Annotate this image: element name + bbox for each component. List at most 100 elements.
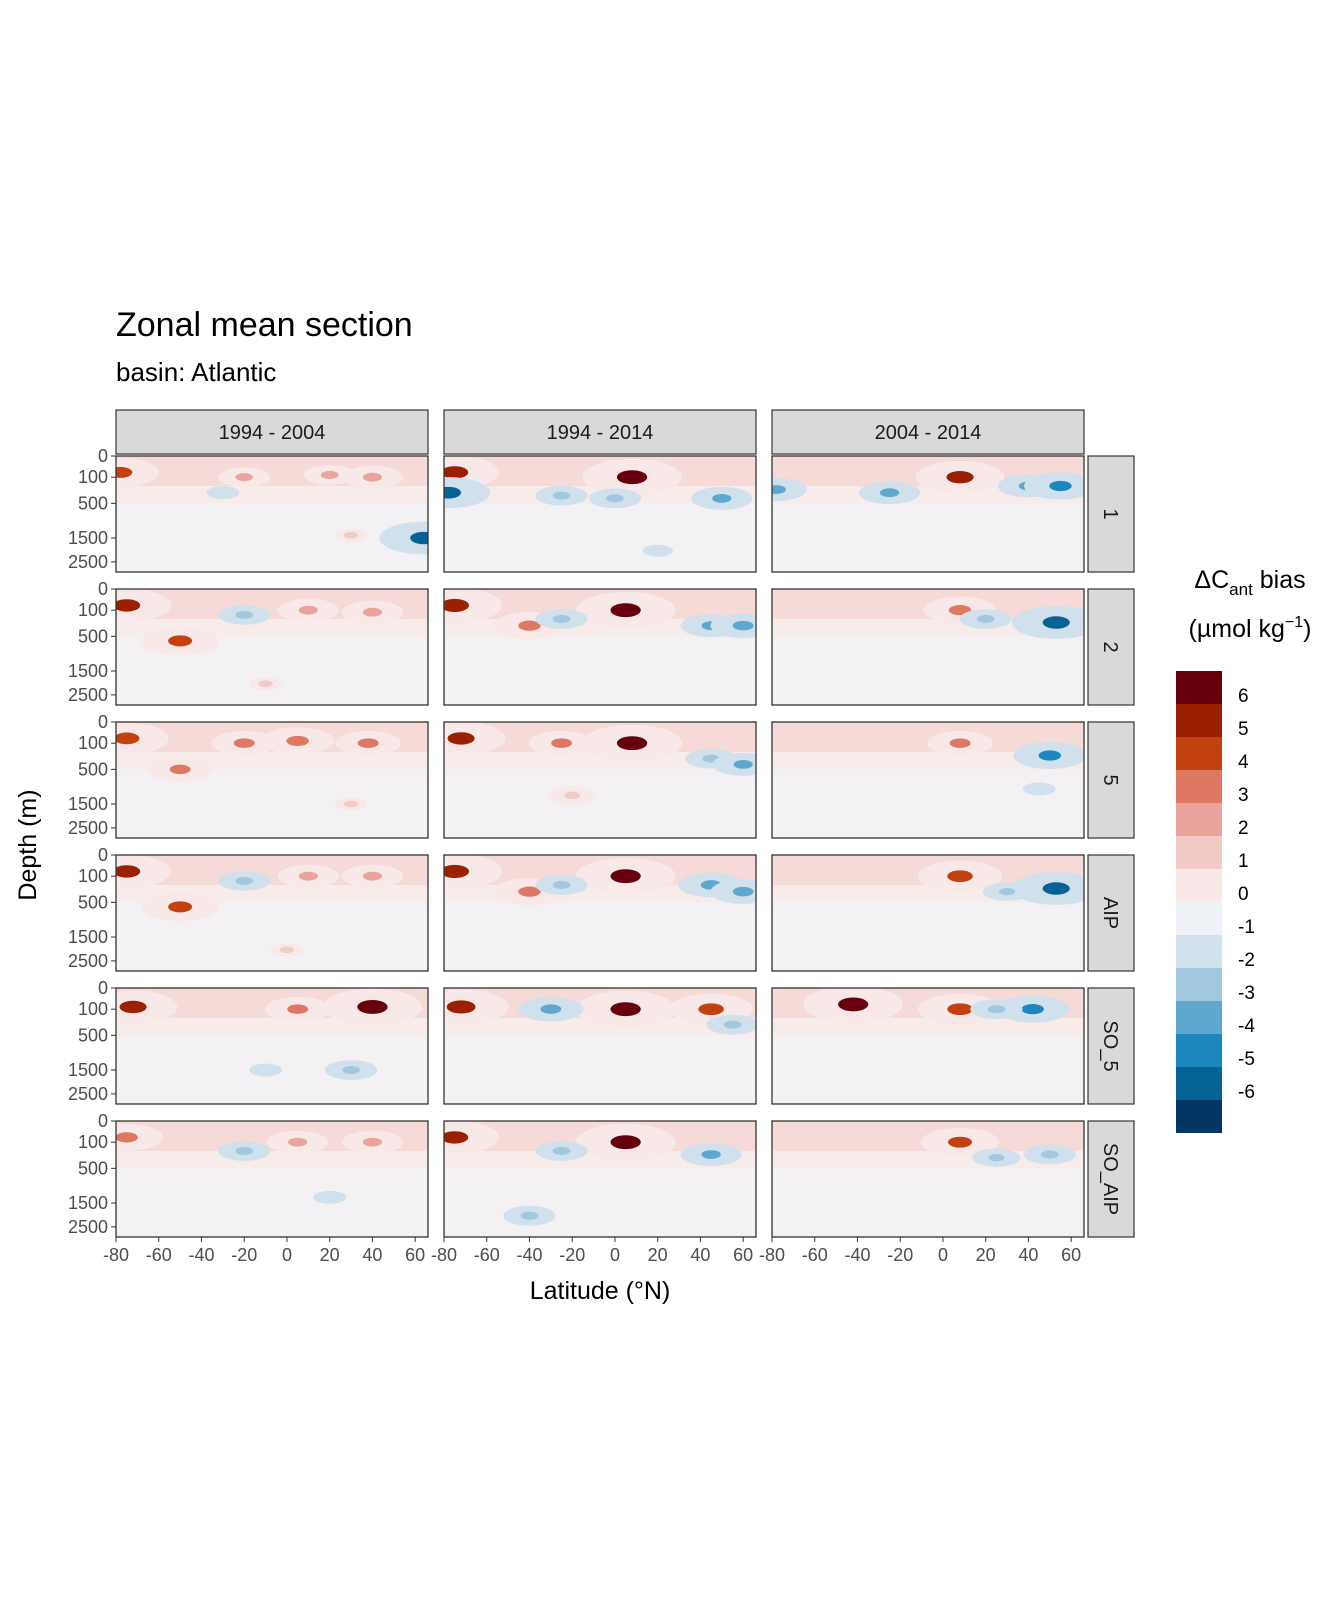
panel [444,722,756,838]
y-tick-label: 1500 [68,794,108,814]
legend-label: -1 [1238,917,1255,938]
y-tick-label: 500 [78,892,108,912]
deep-band [444,769,756,838]
contour-core [518,886,541,897]
x-tick-label: 60 [1061,1245,1081,1265]
contour-core [169,764,191,775]
contour-core [520,1211,539,1220]
contour-core [288,1137,308,1147]
x-tick-label: -80 [103,1245,129,1265]
y-tick-label: 1500 [68,1060,108,1080]
row-strip-label: 1 [1099,508,1121,519]
legend-swatch [1176,671,1222,704]
panel [444,456,756,572]
contour-core [357,738,379,748]
contour-core [772,485,786,494]
deep-band [116,503,428,572]
contour-core [518,620,541,631]
row-strip [1087,1120,1135,1238]
panel [772,988,1084,1104]
legend-label: 0 [1238,884,1249,905]
legend-label: -5 [1238,1049,1255,1070]
y-tick-label: 1500 [68,1193,108,1213]
deep-band [444,1168,756,1237]
contour-core [446,1000,476,1014]
contour-core [610,1135,641,1150]
row-strip [1087,854,1135,972]
column-strip-label: 1994 - 2004 [219,422,326,444]
legend-unit: (µmol kg−1) [1189,614,1312,643]
contour-core [322,1194,337,1201]
x-tick-label: 0 [610,1245,620,1265]
deep-band [772,503,1084,572]
column-strip-label: 1994 - 2014 [547,422,654,444]
contour-core [551,738,572,748]
legend-label: 4 [1238,752,1249,773]
contour-level [444,589,503,623]
panel-border [115,854,429,972]
contour-core [1042,616,1070,629]
contour-level [444,722,506,755]
panel-border [443,721,757,839]
column-strip [443,409,757,455]
x-tick-label: -80 [759,1245,785,1265]
deep-band [444,1035,756,1104]
contour-core [298,871,318,881]
column-strip-label: 2004 - 2014 [875,422,982,444]
contour-core [444,864,470,878]
contour-core [733,759,753,769]
contour-core [233,738,255,748]
panel [772,722,1084,838]
legend-label: 6 [1238,686,1249,707]
row-strip [1087,455,1135,573]
x-tick-label: 60 [733,1245,753,1265]
contour-core [320,470,339,479]
y-tick-label: 0 [98,1111,108,1131]
legend-swatch [1176,1100,1222,1133]
y-tick-label: 100 [78,866,108,886]
legend-label: 3 [1238,785,1249,806]
legend-label: 5 [1238,719,1249,740]
contour-core [258,1066,273,1074]
contour-core [1021,1004,1044,1015]
y-tick-label: 500 [78,493,108,513]
contour-core [610,603,641,618]
contour-core [116,599,141,612]
contour-core [976,614,995,624]
y-tick-label: 500 [78,1158,108,1178]
x-tick-label: -80 [431,1245,457,1265]
contour-core [235,1146,254,1156]
panel-border [443,588,757,706]
deep-band [772,636,1084,705]
panel-border [771,455,1085,573]
row-strip [1087,588,1135,706]
legend-label: -2 [1238,950,1255,971]
contour-core [947,1003,973,1016]
chart-subtitle: basin: Atlantic [116,357,277,387]
contour-core [606,494,624,503]
legend-swatch [1176,935,1222,968]
contour-level [116,990,178,1024]
legend-swatch [1176,770,1222,803]
panel-border [771,1120,1085,1238]
panel [116,855,428,971]
contour-core [287,1004,309,1014]
y-tick-label: 0 [98,579,108,599]
contour-level [444,1121,499,1154]
deep-band [444,636,756,705]
contour-core [564,791,581,800]
y-tick-label: 1500 [68,661,108,681]
y-tick-label: 2500 [68,685,108,705]
panel [116,456,428,572]
legend-swatch [1176,869,1222,902]
panel [444,1121,756,1237]
legend: ΔCant bias (µmol kg−1) 6 5 4 3 2 1 0 -1 -2 -3 -4 -5… [1176,566,1311,1133]
y-tick-label: 1500 [68,528,108,548]
y-tick-label: 2500 [68,818,108,838]
row-strip [1087,987,1135,1105]
contour-core [362,1137,383,1147]
y-tick-label: 500 [78,759,108,779]
legend-swatch [1176,1001,1222,1034]
panel [444,988,756,1104]
